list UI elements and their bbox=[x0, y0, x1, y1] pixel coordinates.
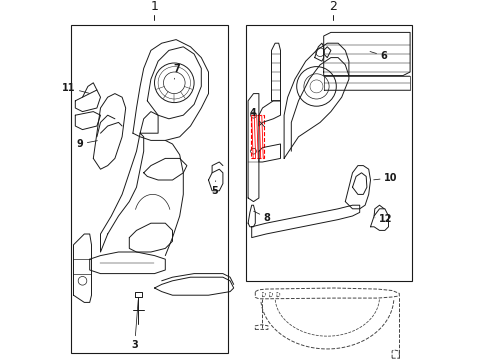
Text: 2: 2 bbox=[328, 0, 336, 13]
Bar bbox=[250, 115, 263, 158]
Text: 10: 10 bbox=[373, 173, 397, 183]
Text: 12: 12 bbox=[374, 214, 392, 224]
Text: 4: 4 bbox=[249, 108, 264, 127]
Text: 11: 11 bbox=[61, 83, 89, 93]
Bar bbox=[246, 25, 411, 281]
Text: 1: 1 bbox=[150, 0, 158, 13]
Text: 9: 9 bbox=[76, 139, 97, 149]
Text: 5: 5 bbox=[211, 181, 218, 196]
Text: 3: 3 bbox=[131, 300, 138, 350]
Bar bbox=[71, 25, 228, 353]
Text: 8: 8 bbox=[253, 211, 270, 223]
Text: 7: 7 bbox=[173, 64, 180, 79]
Text: 6: 6 bbox=[369, 51, 386, 61]
